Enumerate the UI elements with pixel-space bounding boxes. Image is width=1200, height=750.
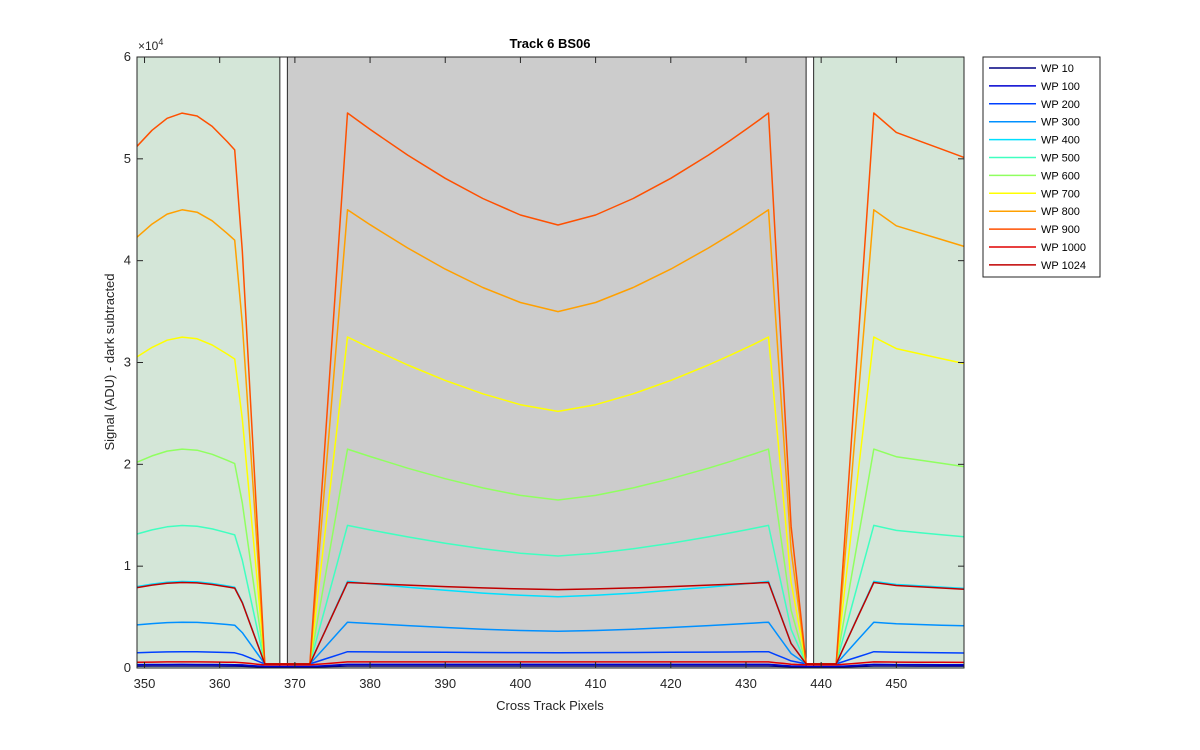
legend-entry-label: WP 300 xyxy=(1041,117,1080,129)
legend-entry-label: WP 1000 xyxy=(1041,242,1086,254)
y-tick-label: 2 xyxy=(124,456,131,471)
y-tick-label: 6 xyxy=(124,49,131,64)
series-line-wp-600 xyxy=(136,448,965,665)
x-tick-label: 420 xyxy=(660,676,682,691)
series-line-wp-1000 xyxy=(136,661,965,666)
y-multiplier-base: ×10 xyxy=(138,39,159,53)
legend-entry-label: WP 800 xyxy=(1041,206,1080,218)
series-line-wp-500 xyxy=(136,524,965,665)
y-multiplier-exponent: 4 xyxy=(158,37,163,47)
y-tick-label: 4 xyxy=(124,253,131,268)
y-tick-label: 3 xyxy=(124,355,131,370)
chart-title: Track 6 BS06 xyxy=(510,36,591,51)
series-line-wp-200 xyxy=(136,650,965,665)
boundary-column-0 xyxy=(279,56,288,669)
y-tick-label: 5 xyxy=(124,151,131,166)
legend-entry-label: WP 600 xyxy=(1041,170,1080,182)
x-axis: 350 360 370 380 390 400 410 420 430 440 450 xyxy=(134,57,907,691)
x-tick-label: 410 xyxy=(585,676,607,691)
y-tick-label: 1 xyxy=(124,558,131,573)
legend-entry-label: WP 900 xyxy=(1041,224,1080,236)
y-tick-label: 0 xyxy=(124,660,131,675)
legend-entry-label: WP 200 xyxy=(1041,99,1080,111)
series-line-wp-900 xyxy=(136,112,965,665)
x-tick-label: 380 xyxy=(359,676,381,691)
series-line-wp-1024 xyxy=(136,581,965,665)
legend: WP 10 WP 100 WP 200 WP 300 WP 400 WP 500 WP 60… xyxy=(982,56,1101,278)
y-multiplier: ×104 xyxy=(138,37,163,53)
x-tick-label: 370 xyxy=(284,676,306,691)
series-line-wp-100 xyxy=(136,663,964,668)
legend-entry-label: WP 700 xyxy=(1041,188,1080,200)
shaded-regions xyxy=(137,57,964,668)
x-axis-label: Cross Track Pixels xyxy=(496,698,604,713)
x-tick-label: 450 xyxy=(885,676,907,691)
shaded-region-2 xyxy=(813,57,964,668)
series-lines xyxy=(136,112,965,668)
x-tick-label: 400 xyxy=(510,676,532,691)
legend-entry-label: WP 1024 xyxy=(1041,260,1086,272)
series-line-wp-700 xyxy=(136,336,965,665)
boundary-column-1 xyxy=(805,56,815,669)
x-tick-label: 350 xyxy=(134,676,156,691)
legend-entry-label: WP 400 xyxy=(1041,135,1080,147)
shaded-region-1 xyxy=(287,57,807,668)
x-tick-label: 360 xyxy=(209,676,231,691)
y-axis-label: Signal (ADU) - dark subtracted xyxy=(102,273,117,450)
series-line-wp-300 xyxy=(136,621,965,665)
legend-entry-label: WP 10 xyxy=(1041,63,1074,75)
legend-entry-label: WP 100 xyxy=(1041,81,1080,93)
x-tick-label: 440 xyxy=(810,676,832,691)
series-line-wp-800 xyxy=(136,209,965,665)
legend-entry-label: WP 500 xyxy=(1041,153,1080,165)
legend-box xyxy=(982,56,1101,278)
x-tick-label: 390 xyxy=(434,676,456,691)
x-tick-label: 430 xyxy=(735,676,757,691)
y-axis: 0 1 2 3 4 5 6 xyxy=(124,49,964,675)
